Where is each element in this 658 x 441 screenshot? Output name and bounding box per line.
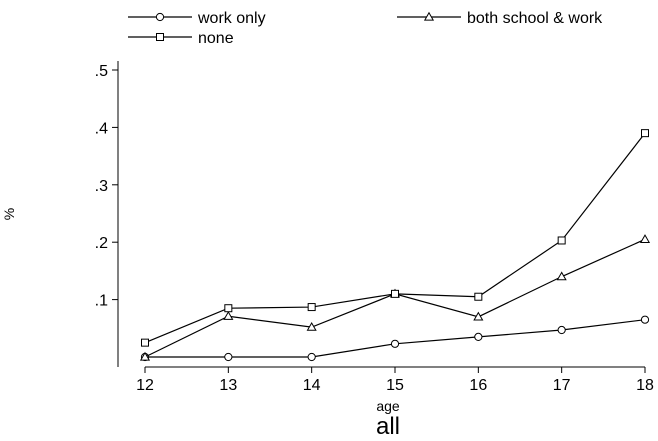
y-ticks: .1 .2 .3 .4 .5 [95,63,118,310]
x-ticks: 12 13 14 15 16 17 18 [136,367,654,394]
x-tick-label: 15 [386,377,404,394]
x-tick-label: 18 [636,377,654,394]
series-line [145,319,646,358]
legend-marker [423,11,435,21]
y-axis-title: % [1,208,17,220]
legend-marker [156,33,164,41]
data-point [224,304,233,313]
legend-label: none [198,30,234,47]
x-tick-label: 12 [136,377,154,394]
data-point [224,352,233,362]
series-square [141,129,649,347]
legend: work only both school & work none [128,10,603,47]
y-tick-label: .2 [95,235,108,252]
data-point [139,351,151,361]
data-point [474,332,483,342]
legend-label: both school & work [467,10,603,27]
data-point [641,129,649,138]
data-point [556,271,567,281]
data-point [141,338,149,347]
data-point [390,339,400,348]
series-line [144,132,646,344]
data-point [473,311,484,321]
x-tick-label: 14 [303,377,321,394]
data-point [639,234,651,243]
chart-subtitle: all [376,413,400,440]
y-tick-label: .1 [95,293,108,310]
series-layer [139,129,651,362]
data-point [640,315,650,324]
y-tick-label: .5 [95,63,108,80]
y-tick-label: .3 [95,178,108,195]
legend-item: work only [128,10,266,27]
data-point [307,352,316,362]
legend-label: work only [197,10,266,27]
data-point [557,325,566,335]
data-point [474,292,483,301]
y-tick-label: .4 [95,120,108,137]
x-tick-label: 17 [553,377,571,394]
x-tick-label: 13 [219,377,237,394]
x-axis-title: age [376,398,400,414]
legend-item: both school & work [397,10,603,27]
data-point [391,289,399,298]
series-circle [140,315,650,362]
data-point [557,236,566,245]
x-tick-label: 16 [469,377,487,394]
data-point [223,311,234,320]
data-point [306,321,317,331]
data-point [307,303,316,312]
legend-item: none [128,30,234,47]
legend-marker [155,12,165,22]
series-line [144,238,646,358]
